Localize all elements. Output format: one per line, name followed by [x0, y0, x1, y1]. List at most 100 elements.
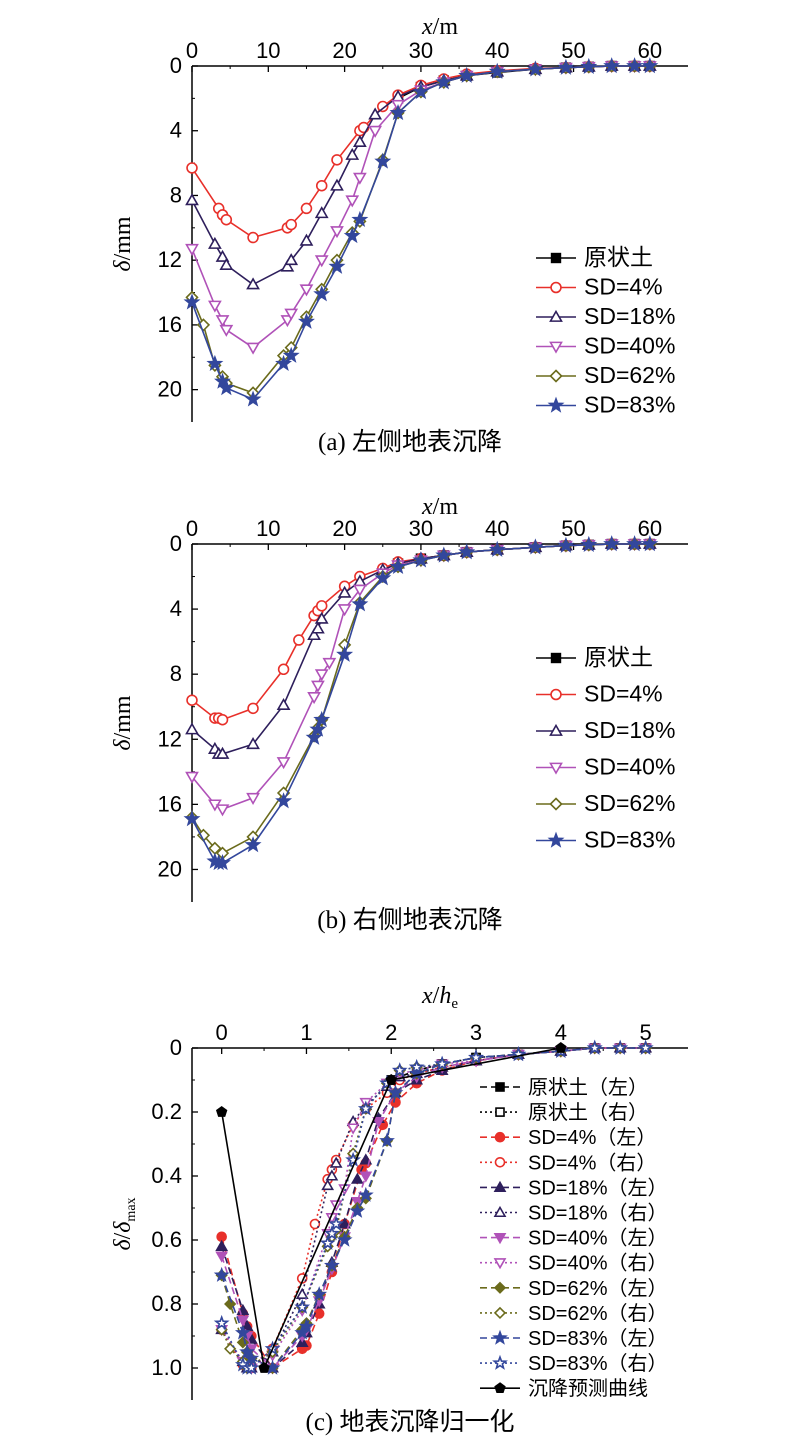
- x-tick-label: 0: [186, 516, 198, 541]
- data-point: [206, 354, 224, 371]
- data-point: [557, 58, 575, 75]
- data-point: [379, 1132, 395, 1148]
- data-point: [359, 1171, 373, 1183]
- series-line: [191, 65, 650, 286]
- data-point: [330, 226, 344, 239]
- x-tick-label: 50: [561, 38, 585, 63]
- data-point: [285, 218, 297, 231]
- data-point: [488, 540, 506, 557]
- legend-label: SD=40%（右）: [528, 1252, 668, 1275]
- data-point: [309, 1218, 321, 1230]
- data-point: [325, 1169, 339, 1181]
- series-line: [191, 543, 650, 864]
- legend-label: SD=40%（左）: [528, 1227, 668, 1250]
- data-point: [374, 569, 392, 586]
- data-point: [368, 125, 383, 138]
- data-point: [612, 1039, 629, 1055]
- legend-marker: [492, 1354, 508, 1370]
- data-point: [314, 611, 329, 624]
- y-axis-label: δ/δmax: [110, 1197, 139, 1250]
- data-point: [208, 300, 222, 313]
- data-point: [352, 134, 367, 147]
- legend-label: SD=83%（左）: [528, 1327, 668, 1350]
- data-point: [603, 57, 621, 74]
- data-point: [603, 535, 621, 552]
- data-point: [321, 1178, 335, 1191]
- data-point: [186, 162, 198, 174]
- series-line: [191, 65, 650, 394]
- data-point: [284, 253, 299, 266]
- legend-marker: [495, 1107, 505, 1117]
- data-point: [277, 663, 290, 676]
- x-tick-label: 20: [332, 38, 356, 63]
- data-point: [488, 62, 506, 79]
- data-point: [389, 104, 407, 121]
- legend-marker: [494, 1157, 506, 1168]
- data-point: [323, 1257, 340, 1273]
- x-tick-label: 0: [216, 1020, 228, 1045]
- legend-marker: [549, 762, 563, 775]
- data-point: [526, 60, 544, 77]
- data-point: [435, 73, 453, 90]
- data-point: [314, 669, 329, 682]
- data-point: [352, 172, 367, 185]
- data-point: [349, 1202, 366, 1218]
- legend-label: SD=83%（右）: [528, 1352, 668, 1375]
- data-point: [641, 535, 659, 552]
- data-point: [412, 82, 430, 100]
- data-point: [331, 154, 343, 166]
- x-axis-label: x/he: [421, 983, 458, 1012]
- data-point: [275, 792, 293, 809]
- y-tick-label: 8: [170, 661, 182, 686]
- data-point: [412, 551, 430, 568]
- data-point: [282, 346, 300, 363]
- x-tick-label: 20: [332, 516, 356, 541]
- data-point: [183, 810, 201, 827]
- series-line: [191, 543, 650, 755]
- data-point: [293, 634, 305, 646]
- data-point: [345, 195, 360, 208]
- legend-marker: [494, 1382, 506, 1394]
- x-tick-label: 3: [470, 1020, 482, 1045]
- data-point: [215, 746, 230, 759]
- series-line: [191, 543, 650, 811]
- y-tick-label: 0.4: [151, 1163, 182, 1188]
- data-point: [311, 1286, 328, 1302]
- series-5: [183, 57, 659, 407]
- legend: 原状土 SD=4% SD=18% SD=40% SD=62% SD=83%: [536, 244, 675, 418]
- y-tick-label: 8: [170, 182, 182, 207]
- x-axis-label: x/m: [421, 494, 458, 520]
- legend-label: 原状土（左）: [528, 1076, 648, 1099]
- legend-label: SD=18%（右）: [528, 1202, 668, 1225]
- legend-marker: [493, 1205, 507, 1218]
- data-point: [185, 722, 199, 735]
- legend-label: 原状土（右）: [528, 1101, 648, 1124]
- legend-marker: [547, 396, 565, 413]
- legend: 原状土 SD=4% SD=18% SD=40% SD=62% SD=83%: [536, 644, 675, 853]
- series-line: [220, 1047, 646, 1369]
- data-point: [185, 193, 199, 206]
- data-point: [219, 324, 234, 337]
- data-point: [213, 1314, 230, 1330]
- panel-caption: (c) 地表沉降归一化: [306, 1408, 515, 1436]
- data-point: [557, 536, 575, 553]
- data-point: [214, 854, 231, 871]
- data-point: [280, 259, 295, 272]
- legend-label: SD=4%（右）: [528, 1151, 656, 1174]
- y-tick-label: 16: [158, 791, 182, 816]
- legend-marker: [493, 1306, 507, 1320]
- legend-label: 原状土: [584, 644, 653, 670]
- data-point: [328, 1215, 345, 1231]
- legend-label: SD=40%: [584, 333, 675, 359]
- data-point: [637, 1039, 654, 1055]
- data-point: [307, 628, 321, 641]
- x-tick-label: 4: [555, 1020, 567, 1045]
- data-point: [208, 236, 222, 249]
- y-tick-label: 16: [158, 312, 182, 337]
- data-point: [580, 535, 598, 553]
- data-point: [338, 1217, 351, 1229]
- y-axis-label: δ/mm: [110, 695, 136, 750]
